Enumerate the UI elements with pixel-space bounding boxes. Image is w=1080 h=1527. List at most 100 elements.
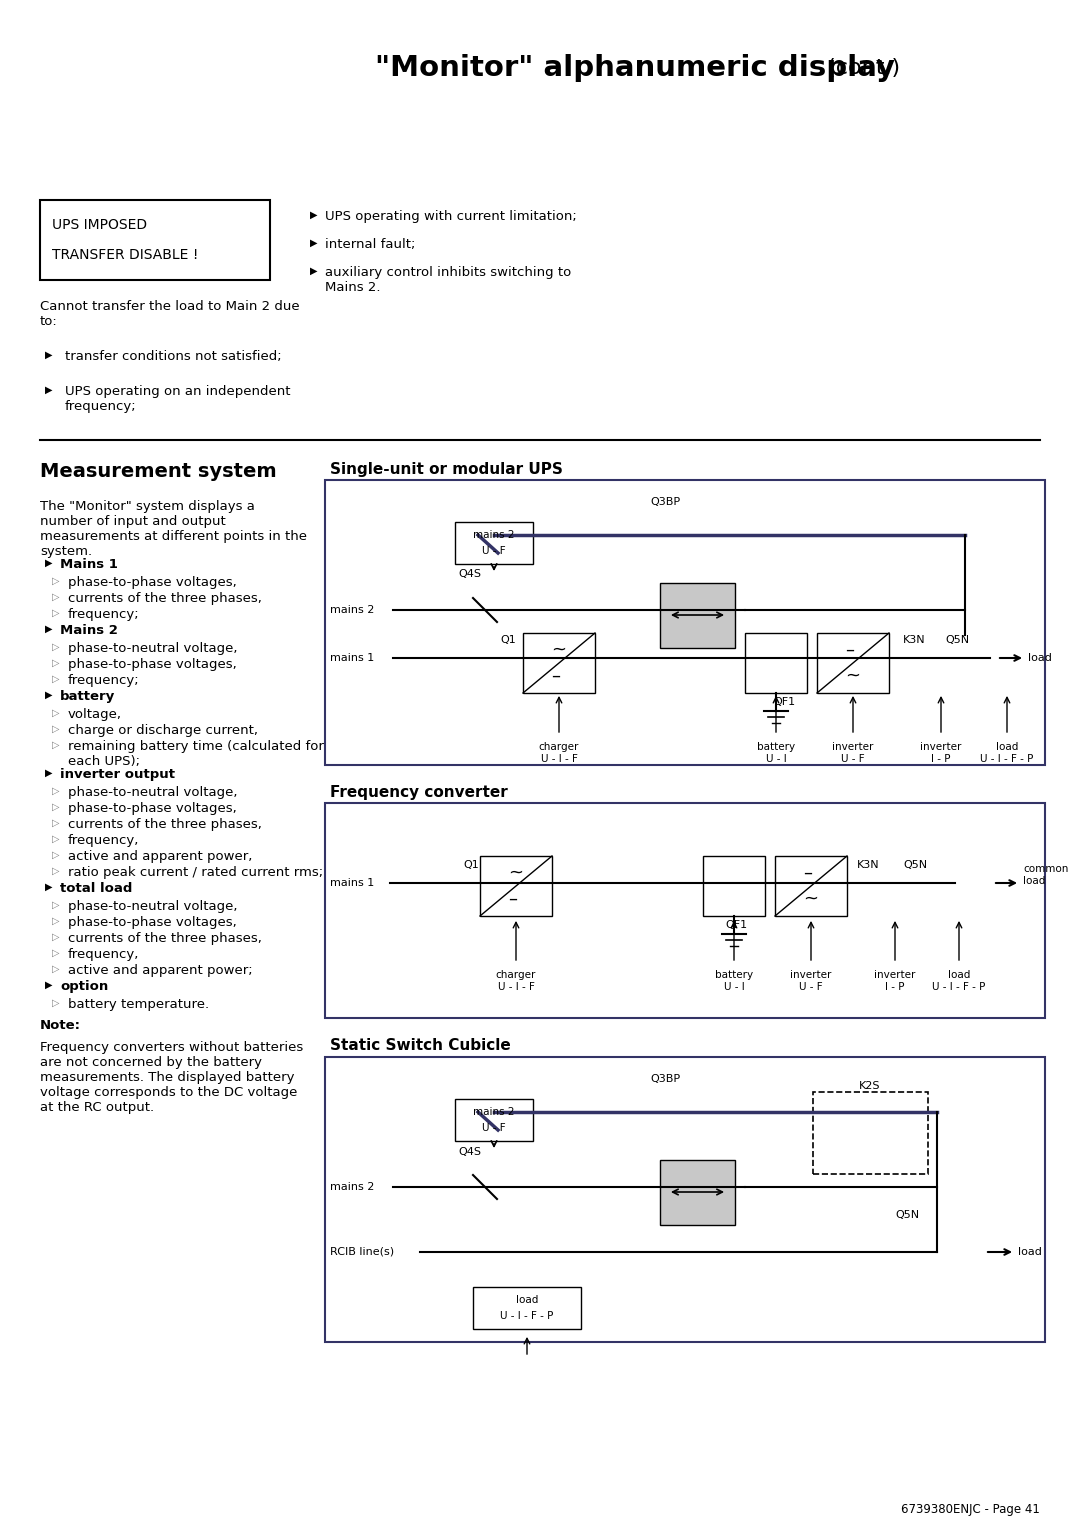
Bar [523,634,595,693]
Text: frequency,: frequency, [68,948,139,960]
Text: Frequency converters without batteries
are not concerned by the battery
measurem: Frequency converters without batteries a… [40,1041,303,1115]
Text: active and apparent power,: active and apparent power, [68,851,253,863]
Text: ▷: ▷ [52,834,59,844]
Text: phase-to-phase voltages,: phase-to-phase voltages, [68,802,237,815]
Text: The "Monitor" system displays a
number of input and output
measurements at diffe: The "Monitor" system displays a number o… [40,499,307,557]
Text: mains 2: mains 2 [330,1182,375,1193]
Text: internal fault;: internal fault; [325,238,416,250]
Text: ~: ~ [552,641,567,660]
Text: Cannot transfer the load to Main 2 due
to:: Cannot transfer the load to Main 2 due t… [40,299,299,328]
Text: battery
U - I: battery U - I [715,970,753,991]
Bar [325,1057,1045,1342]
Text: active and apparent power;: active and apparent power; [68,964,253,977]
Text: ▷: ▷ [52,741,59,750]
Text: U - F: U - F [482,1122,505,1133]
Bar [325,479,1045,765]
Text: ▶: ▶ [310,266,318,276]
Text: ▷: ▷ [52,818,59,828]
Text: UPS operating with current limitation;: UPS operating with current limitation; [325,211,577,223]
Text: phase-to-neutral voltage,: phase-to-neutral voltage, [68,641,238,655]
Text: inverter
U - F: inverter U - F [833,742,874,764]
Text: Single-unit or modular UPS: Single-unit or modular UPS [330,463,563,476]
Text: currents of the three phases,: currents of the three phases, [68,592,261,605]
Bar [703,857,765,916]
Text: RCIB line(s): RCIB line(s) [330,1248,394,1257]
Text: voltage,: voltage, [68,709,122,721]
Text: frequency;: frequency; [68,608,139,621]
Text: ▷: ▷ [52,866,59,876]
Text: QF1: QF1 [773,696,795,707]
Text: ▷: ▷ [52,724,59,734]
Bar [473,1287,581,1328]
Text: ▷: ▷ [52,802,59,812]
Text: ▶: ▶ [45,385,53,395]
Text: ▷: ▷ [52,964,59,974]
Text: option: option [60,980,108,993]
Text: frequency;: frequency; [68,673,139,687]
Text: –: – [804,864,812,883]
Text: battery
U - I: battery U - I [757,742,795,764]
Text: currents of the three phases,: currents of the three phases, [68,818,261,831]
Text: load
U - I - F - P: load U - I - F - P [932,970,986,991]
Text: ▷: ▷ [52,641,59,652]
Text: ▷: ▷ [52,899,59,910]
Text: inverter
I - P: inverter I - P [875,970,916,991]
Text: common
load: common load [1023,864,1068,886]
Text: ▶: ▶ [45,980,53,989]
Text: inverter
U - F: inverter U - F [791,970,832,991]
Text: ▷: ▷ [52,608,59,618]
Bar [660,583,735,647]
Text: ~: ~ [509,864,524,883]
Text: QF1: QF1 [725,919,747,930]
Text: ▶: ▶ [45,557,53,568]
Text: load
U - I - F - P: load U - I - F - P [981,742,1034,764]
Text: frequency,: frequency, [68,834,139,847]
Text: mains 2: mains 2 [473,1107,515,1116]
Text: ▷: ▷ [52,709,59,718]
Bar [480,857,552,916]
Text: ▷: ▷ [52,999,59,1008]
Text: phase-to-phase voltages,: phase-to-phase voltages, [68,576,237,589]
Text: load: load [1028,654,1052,663]
Text: load: load [516,1295,538,1306]
Bar [775,857,847,916]
Text: transfer conditions not satisfied;: transfer conditions not satisfied; [65,350,282,363]
Text: K3N: K3N [903,635,926,644]
Text: –: – [846,641,854,660]
Text: ▷: ▷ [52,673,59,684]
Text: 6739380ENJC - Page 41: 6739380ENJC - Page 41 [901,1504,1040,1516]
Bar [325,803,1045,1019]
Text: –: – [509,890,517,909]
Text: ▶: ▶ [45,625,53,634]
Text: ▷: ▷ [52,851,59,860]
Text: UPS IMPOSED: UPS IMPOSED [52,218,147,232]
Text: Note:: Note: [40,1019,81,1032]
Text: total load: total load [60,883,133,895]
Text: inverter
I - P: inverter I - P [920,742,961,764]
Text: ▷: ▷ [52,658,59,667]
Text: ~: ~ [846,667,861,686]
Text: battery temperature.: battery temperature. [68,999,210,1011]
Text: phase-to-neutral voltage,: phase-to-neutral voltage, [68,786,238,799]
Text: ▷: ▷ [52,576,59,586]
Bar [455,522,534,563]
Bar [660,1161,735,1225]
Text: ▷: ▷ [52,592,59,602]
Text: ▷: ▷ [52,948,59,957]
Text: U - I - F - P: U - I - F - P [500,1312,554,1321]
Text: battery: battery [60,690,116,702]
Text: charge or discharge current,: charge or discharge current, [68,724,258,738]
Text: mains 2: mains 2 [330,605,375,615]
Text: TRANSFER DISABLE !: TRANSFER DISABLE ! [52,247,199,263]
Text: Q1: Q1 [500,635,516,644]
Text: Q3BP: Q3BP [650,1073,680,1084]
Text: UPS operating on an independent
frequency;: UPS operating on an independent frequenc… [65,385,291,412]
Text: ▶: ▶ [45,768,53,777]
Text: Q4S: Q4S [458,570,481,579]
Text: Q3BP: Q3BP [650,496,680,507]
Text: ratio peak current / rated current rms;: ratio peak current / rated current rms; [68,866,323,880]
Text: ▶: ▶ [45,883,53,892]
Text: (cont.): (cont.) [820,58,900,78]
Text: ▶: ▶ [45,350,53,360]
Text: K2S: K2S [860,1081,881,1090]
